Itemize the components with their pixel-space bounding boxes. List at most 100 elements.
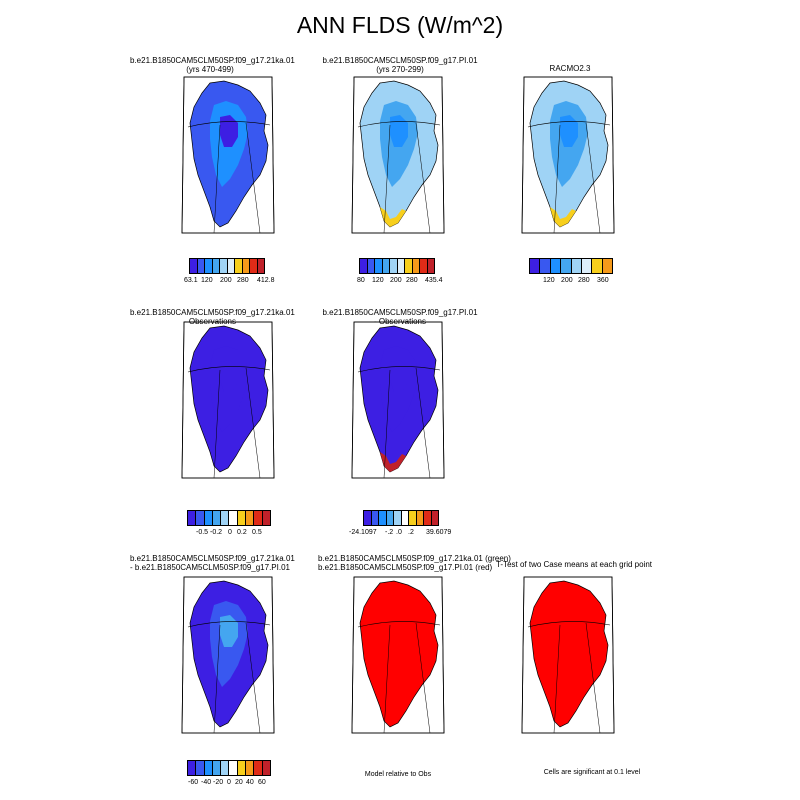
caption-p5: b.e21.B1850CAM5CLM50SP.f09_g17.PI.01- Ob… bbox=[322, 308, 478, 326]
labelbar-p3-label: 200 bbox=[561, 277, 573, 284]
labelbar-p7-label: -40 bbox=[201, 779, 212, 786]
labelbar-p5-label: -24.1097 bbox=[349, 529, 377, 536]
caption-p2: b.e21.B1850CAM5CLM50SP.f09_g17.PI.01 (yrs… bbox=[322, 56, 478, 74]
labelbar-p1 bbox=[189, 258, 265, 274]
labelbar-p1-label: 200 bbox=[220, 277, 232, 284]
map-panel-pi-svg bbox=[351, 76, 445, 234]
labelbar-p1-label: 280 bbox=[237, 277, 249, 284]
longitude-line bbox=[415, 367, 431, 479]
map-panel-21ka-minus-pi bbox=[180, 575, 276, 735]
labelbar-p3-label: 280 bbox=[578, 277, 590, 284]
caption-p4: b.e21.B1850CAM5CLM50SP.f09_g17.21ka.01- … bbox=[130, 308, 295, 326]
longitude-line bbox=[245, 367, 261, 479]
longitude-line bbox=[585, 622, 601, 734]
labelbar-p7-label: 60 bbox=[258, 779, 266, 786]
labelbar-p5-label: -.2 bbox=[385, 529, 394, 536]
labelbar-p3-label: 360 bbox=[597, 277, 609, 284]
labelbar-p2-label: 435.4 bbox=[425, 277, 443, 284]
longitude-line bbox=[213, 369, 221, 479]
labelbar-p7-label: -20 bbox=[213, 779, 224, 786]
core-field bbox=[560, 615, 578, 647]
latitude-line bbox=[527, 121, 611, 128]
labelbar-p4-label: 0 bbox=[228, 529, 232, 536]
figure-title: ANN FLDS (W/m^2) bbox=[296, 12, 504, 38]
longitude-line bbox=[383, 369, 391, 479]
map-border bbox=[181, 321, 275, 479]
longitude-line bbox=[383, 124, 391, 234]
map-panel-ttest-svg bbox=[521, 576, 615, 734]
labelbar-p5-label: .2 bbox=[408, 529, 414, 536]
labelbar-p7 bbox=[187, 760, 271, 776]
map-panel-racmo-svg bbox=[521, 76, 615, 234]
coastal-field bbox=[380, 452, 406, 472]
labelbar-p4 bbox=[187, 510, 271, 526]
map-panel-pi bbox=[350, 75, 446, 235]
core-field bbox=[220, 615, 238, 647]
labelbar-p2 bbox=[359, 258, 435, 274]
longitude-line bbox=[245, 622, 261, 734]
map-panel-21ka-minus-pi-svg bbox=[181, 576, 275, 734]
core-field bbox=[220, 115, 238, 147]
caption-p7: b.e21.B1850CAM5CLM50SP.f09_g17.21ka.01- … bbox=[130, 554, 295, 572]
labelbar-p1-label: 412.8 bbox=[257, 277, 275, 284]
map-panel-21ka-minus-obs-svg bbox=[181, 321, 275, 479]
map-border bbox=[181, 76, 275, 234]
longitude-line bbox=[415, 622, 431, 734]
map-border bbox=[351, 576, 445, 734]
coastal-field bbox=[380, 207, 406, 227]
note-significance: Cells are significant at 0.1 level bbox=[543, 769, 641, 776]
longitude-line bbox=[383, 624, 391, 734]
map-border bbox=[351, 76, 445, 234]
longitude-line bbox=[585, 122, 601, 234]
core-field bbox=[390, 115, 408, 147]
longitude-line bbox=[245, 122, 261, 234]
longitude-line bbox=[553, 124, 561, 234]
core-field bbox=[560, 115, 578, 147]
labelbar-p2-label: 200 bbox=[390, 277, 402, 284]
labelbar-p7-label: 20 bbox=[235, 779, 243, 786]
map-panel-pi-minus-obs bbox=[350, 320, 446, 480]
coastal-field bbox=[550, 207, 576, 227]
caption-p8: b.e21.B1850CAM5CLM50SP.f09_g17.21ka.01 (… bbox=[318, 554, 511, 572]
latitude-line bbox=[357, 621, 441, 628]
core-field bbox=[220, 360, 238, 392]
longitude-line bbox=[415, 122, 431, 234]
note-model-relative-obs: Model relative to Obs bbox=[364, 771, 432, 778]
map-border bbox=[181, 576, 275, 734]
labelbar-p2-label: 120 bbox=[372, 277, 384, 284]
labelbar-p5 bbox=[363, 510, 439, 526]
map-border bbox=[521, 76, 615, 234]
labelbar-p5-label: .0 bbox=[396, 529, 402, 536]
labelbar-p4-label: 0.2 bbox=[237, 529, 247, 536]
map-panel-21ka bbox=[180, 75, 276, 235]
latitude-line bbox=[187, 366, 271, 373]
labelbar-p1-label: 120 bbox=[201, 277, 213, 284]
map-panel-21ka-minus-obs bbox=[180, 320, 276, 480]
labelbar-p4-label: -0.5 bbox=[196, 529, 209, 536]
longitude-line bbox=[213, 624, 221, 734]
labelbar-p2-label: 280 bbox=[406, 277, 418, 284]
labelbar-p4-label: 0.5 bbox=[252, 529, 262, 536]
latitude-line bbox=[527, 621, 611, 628]
latitude-line bbox=[187, 621, 271, 628]
map-border bbox=[351, 321, 445, 479]
labelbar-p1-label: 63.1 bbox=[184, 277, 198, 284]
longitude-line bbox=[553, 624, 561, 734]
caption-p3: RACMO2.3 bbox=[549, 64, 591, 73]
longitude-line bbox=[213, 124, 221, 234]
labelbar-p4-label: -0.2 bbox=[210, 529, 223, 536]
labelbar-p3-label: 120 bbox=[543, 277, 555, 284]
labelbar-p2-label: 80 bbox=[357, 277, 365, 284]
core-field bbox=[390, 615, 408, 647]
caption-p9: T-Test of two Case means at each grid po… bbox=[495, 560, 653, 569]
labelbar-p5-label: 39.6079 bbox=[426, 529, 452, 536]
map-panel-21ka-svg bbox=[181, 76, 275, 234]
latitude-line bbox=[357, 121, 441, 128]
map-panel-model-relative-obs-svg bbox=[351, 576, 445, 734]
latitude-line bbox=[357, 366, 441, 373]
map-panel-model-relative-obs bbox=[350, 575, 446, 735]
map-border bbox=[521, 576, 615, 734]
map-panel-racmo bbox=[520, 75, 616, 235]
caption-p1: b.e21.B1850CAM5CLM50SP.f09_g17.21ka.01 (y… bbox=[130, 56, 295, 74]
labelbar-p7-label: 0 bbox=[227, 779, 231, 786]
